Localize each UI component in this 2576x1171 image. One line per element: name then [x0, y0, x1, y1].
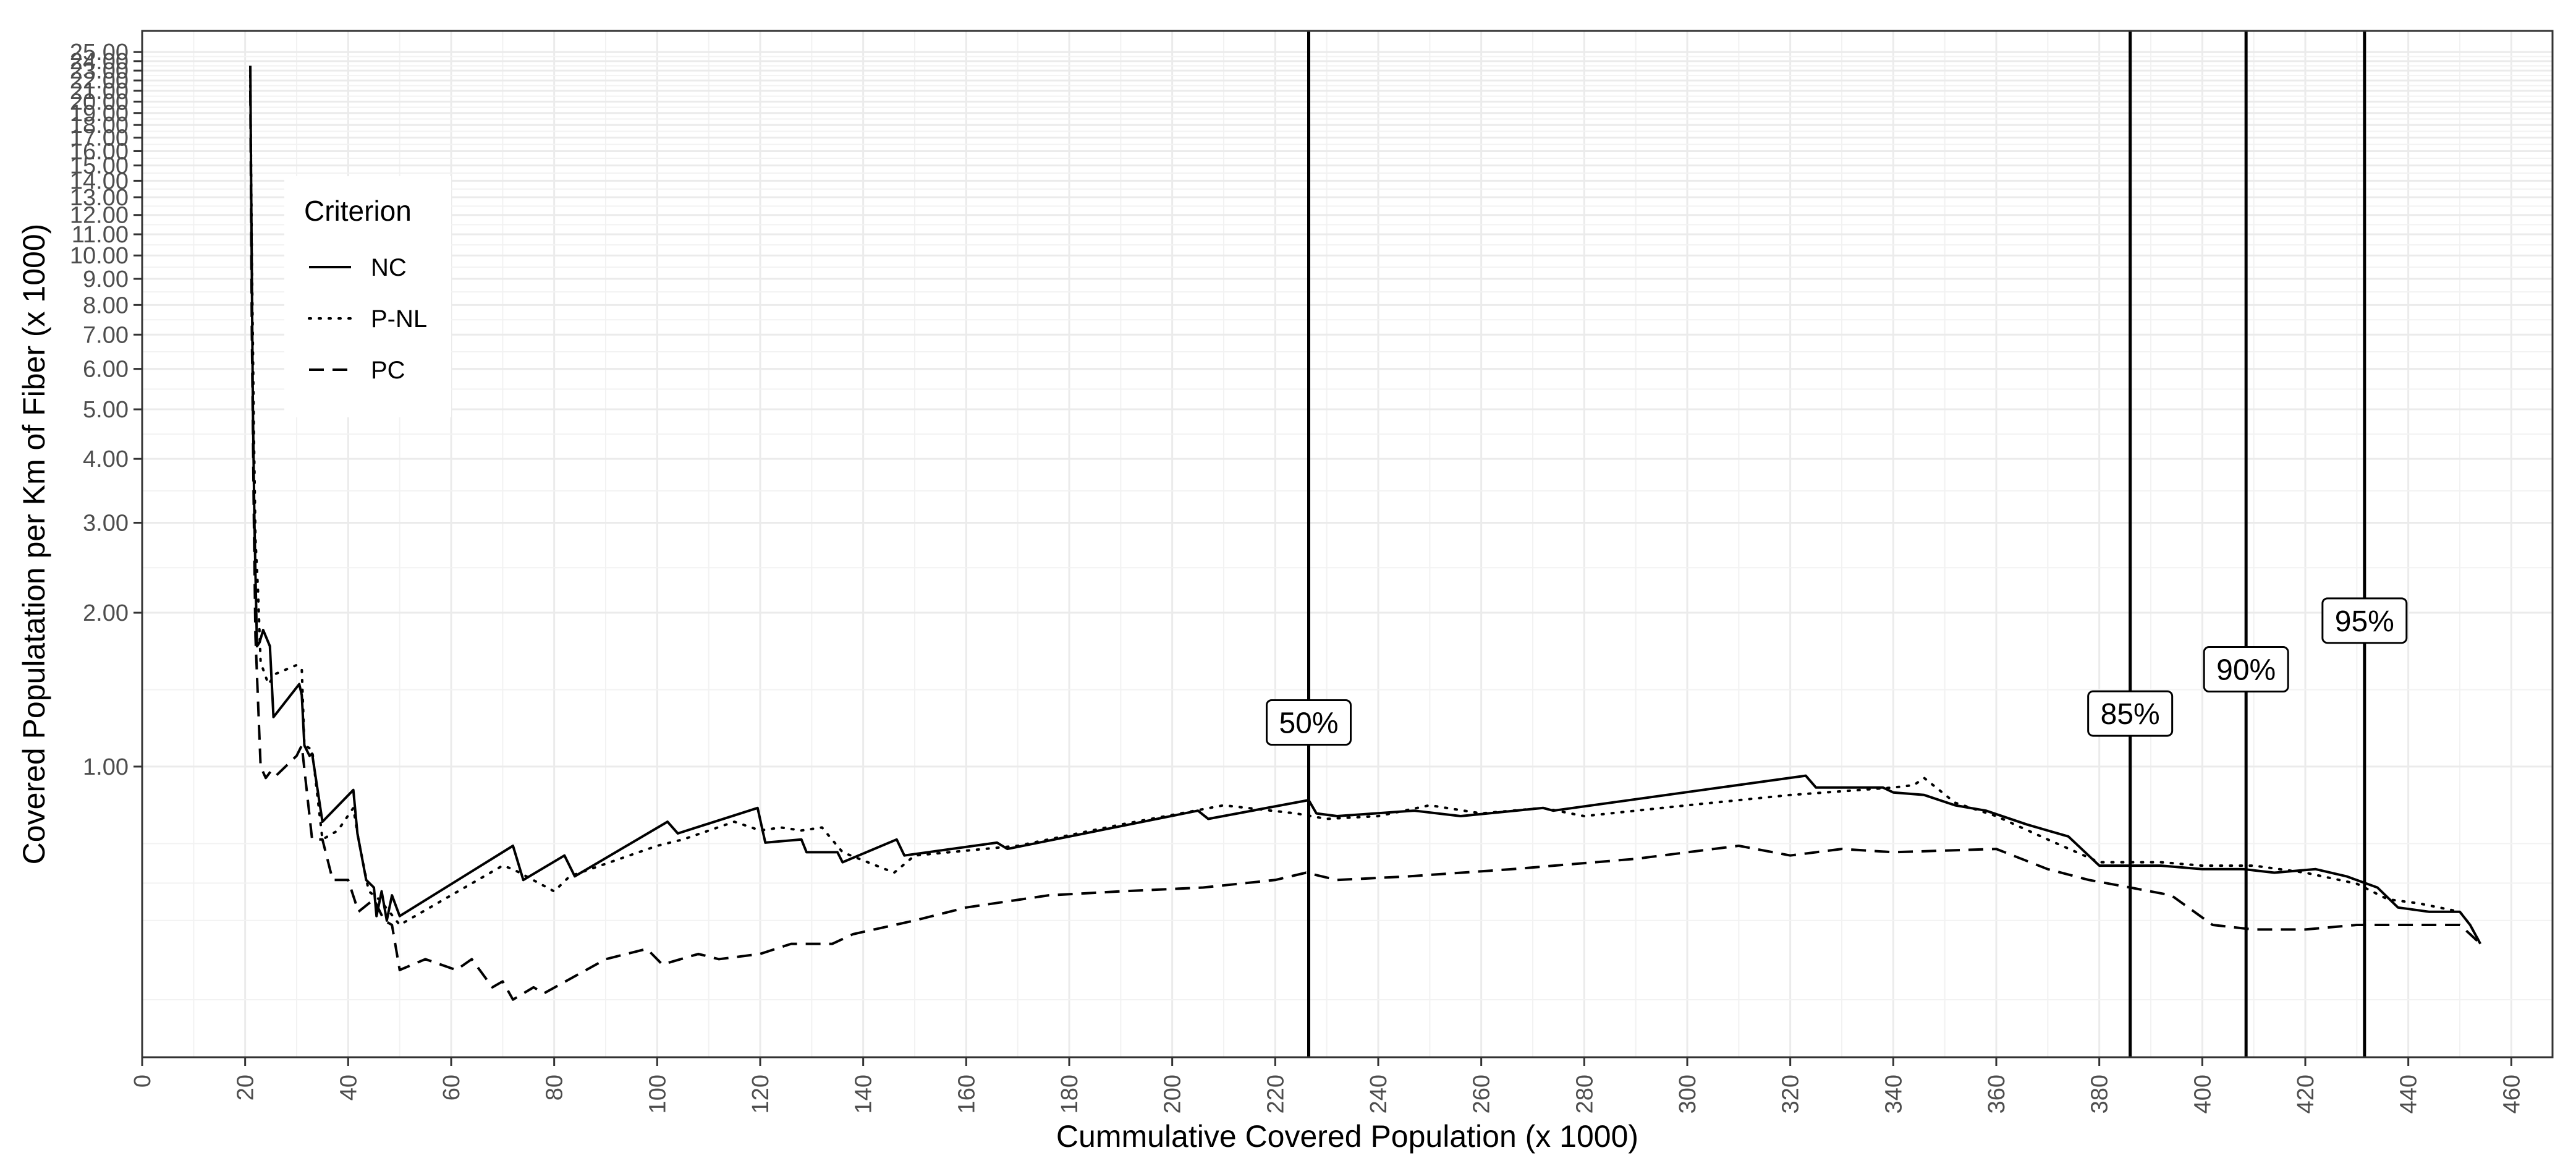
x-tick-label: 60: [439, 1075, 465, 1101]
x-tick-label: 120: [748, 1075, 774, 1114]
y-tick-label: 11.00: [72, 222, 129, 248]
x-tick-label: 400: [2190, 1075, 2216, 1114]
y-tick-label: 24.00: [70, 49, 129, 75]
legend-background: [284, 176, 451, 417]
x-tick-label: 440: [2396, 1075, 2422, 1114]
y-tick-label: 2.00: [83, 600, 129, 626]
x-tick-label: 0: [130, 1075, 156, 1088]
threshold-label-box: [2087, 690, 2174, 737]
threshold-lines: 50% 85% 90% 95%: [1266, 31, 2408, 1057]
y-tick-label: 19.00: [70, 101, 129, 127]
x-tick-label: 260: [1469, 1075, 1495, 1114]
y-tick-label: 25.00: [70, 40, 129, 66]
x-tick-label: 20: [233, 1075, 259, 1101]
x-tick-label: 180: [1057, 1075, 1083, 1114]
grid: [141, 31, 2553, 1057]
threshold-label: 90%: [2216, 654, 2276, 687]
y-tick-label: 23.00: [70, 58, 129, 84]
x-axis-title: Cummulative Covered Population (x 1000): [1056, 1119, 1638, 1154]
x-tick-label: 240: [1366, 1075, 1392, 1114]
x-tick-label: 220: [1263, 1075, 1289, 1114]
x-tick-label: 320: [1778, 1075, 1804, 1114]
y-tick-label: 8.00: [83, 292, 129, 318]
x-tick-label: 300: [1675, 1075, 1701, 1114]
x-tick-label: 460: [2499, 1075, 2525, 1114]
legend: Criterion NC P-NL PC: [284, 176, 451, 417]
y-tick-label: 12.00: [70, 203, 129, 229]
y-tick-label: 10.00: [70, 243, 129, 269]
y-tick-label: 5.00: [83, 397, 129, 423]
y-tick-label: 21.00: [70, 79, 129, 104]
y-tick-label: 14.00: [70, 168, 129, 194]
y-tick-label: 22.00: [70, 68, 129, 94]
panel-border: [141, 30, 2554, 1058]
legend-title: Criterion: [304, 195, 412, 227]
y-tick-label: 17.00: [70, 126, 129, 151]
x-tick-label: 280: [1572, 1075, 1598, 1114]
x-tick-label: 160: [954, 1075, 980, 1114]
legend-label-nc: NC: [371, 254, 407, 281]
x-tick-label: 380: [2087, 1075, 2113, 1114]
threshold-label: 85%: [2101, 698, 2160, 731]
legend-label-pc: PC: [371, 357, 405, 384]
x-tick-label: 140: [851, 1075, 877, 1114]
series-line-nc: [249, 66, 2482, 945]
y-tick-label: 20.00: [70, 89, 129, 115]
x-tick-label: 100: [645, 1075, 671, 1114]
x-tick-label: 80: [542, 1075, 568, 1101]
y-tick-label: 4.00: [83, 446, 129, 472]
threshold-label: 50%: [1279, 707, 1338, 740]
x-tick-label: 200: [1160, 1075, 1186, 1114]
threshold-label: 95%: [2335, 605, 2394, 638]
y-tick-label: 18.00: [70, 113, 129, 138]
threshold-label-box: [2321, 597, 2408, 644]
legend-label-p-nl: P-NL: [371, 305, 427, 333]
y-tick-label: 15.00: [70, 153, 129, 179]
panel-background: [142, 31, 2553, 1057]
y-tick-label: 1.00: [83, 754, 129, 780]
x-tick-label: 420: [2293, 1075, 2319, 1114]
y-tick-label: 7.00: [83, 322, 129, 348]
y-tick-label: 13.00: [70, 185, 129, 211]
x-tick-label: 360: [1984, 1075, 2010, 1114]
y-axis-title: Covered Populatation per Km of Fiber (x …: [17, 224, 51, 865]
x-tick-label: 40: [336, 1075, 362, 1101]
axes: 0 20 40 60 80 100 120 140 160 180 200 220 240 260 280 3…: [70, 40, 2525, 1114]
y-tick-label: 3.00: [83, 510, 129, 536]
series-line-pc: [249, 90, 2481, 1001]
y-tick-label: 9.00: [83, 266, 129, 292]
threshold-label-box: [1266, 699, 1352, 746]
x-tick-label: 340: [1881, 1075, 1907, 1114]
threshold-label-box: [2203, 646, 2289, 693]
y-tick-label: 6.00: [83, 357, 129, 383]
y-tick-label: 16.00: [70, 138, 129, 164]
